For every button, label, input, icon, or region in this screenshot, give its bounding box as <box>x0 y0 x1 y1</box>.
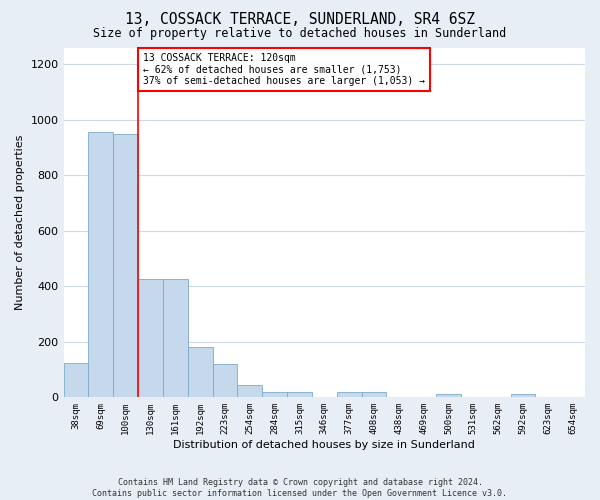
Bar <box>337 392 362 398</box>
Text: Contains HM Land Registry data © Crown copyright and database right 2024.
Contai: Contains HM Land Registry data © Crown c… <box>92 478 508 498</box>
Bar <box>88 132 113 398</box>
Bar <box>287 392 312 398</box>
Y-axis label: Number of detached properties: Number of detached properties <box>15 134 25 310</box>
Text: Size of property relative to detached houses in Sunderland: Size of property relative to detached ho… <box>94 28 506 40</box>
Bar <box>64 362 88 398</box>
Bar <box>262 392 287 398</box>
Bar <box>362 392 386 398</box>
Bar <box>511 394 535 398</box>
Text: 13, COSSACK TERRACE, SUNDERLAND, SR4 6SZ: 13, COSSACK TERRACE, SUNDERLAND, SR4 6SZ <box>125 12 475 28</box>
Bar <box>188 346 212 398</box>
X-axis label: Distribution of detached houses by size in Sunderland: Distribution of detached houses by size … <box>173 440 475 450</box>
Bar <box>163 278 188 398</box>
Bar <box>138 278 163 398</box>
Bar <box>113 134 138 398</box>
Bar <box>212 364 238 398</box>
Bar <box>436 394 461 398</box>
Text: 13 COSSACK TERRACE: 120sqm
← 62% of detached houses are smaller (1,753)
37% of s: 13 COSSACK TERRACE: 120sqm ← 62% of deta… <box>143 53 425 86</box>
Bar <box>238 386 262 398</box>
